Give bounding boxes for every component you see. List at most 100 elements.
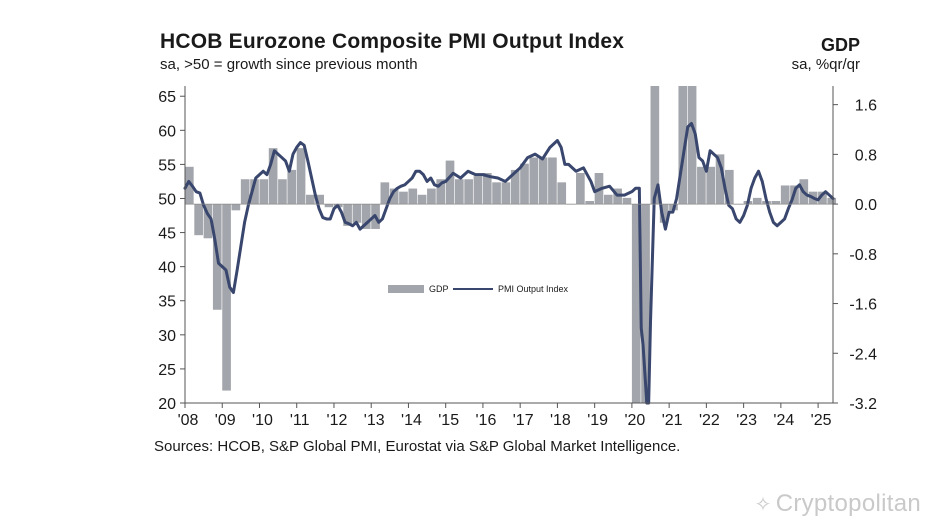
legend-pmi-label: PMI Output Index (498, 284, 569, 294)
pmi-line-group (183, 121, 835, 405)
axes: 65 60 55 50 45 40 35 30 25 20 1.6 0.8 0.0 -0.8 -1.6 -2.… (158, 86, 877, 429)
y-left-tick-label: 55 (158, 157, 176, 174)
gdp-bar (538, 157, 548, 205)
y-left-tick-label: 45 (158, 226, 176, 243)
legend-gdp-swatch (388, 285, 424, 293)
y-right-tick-label: 1.6 (855, 98, 877, 115)
gdp-bar (445, 160, 455, 205)
pmi-line (183, 121, 835, 405)
gdp-bar (548, 157, 557, 205)
y-left-tick-label: 30 (158, 328, 176, 345)
y-right-tick-label: -0.8 (849, 247, 877, 264)
sources-note: Sources: HCOB, S&P Global PMI, Eurostat … (154, 438, 681, 455)
gdp-bar (417, 194, 427, 205)
y-left-tick-label: 50 (158, 191, 176, 208)
gdp-bar (203, 204, 213, 239)
gdp-bar (250, 179, 259, 205)
gdp-bar (296, 148, 306, 205)
y-right-tick-label: 0.0 (855, 197, 877, 214)
gdp-bar (697, 166, 706, 205)
gdp-bar (818, 191, 827, 205)
y-right-tick-label: -3.2 (849, 396, 877, 413)
crypto-logo-icon: ✧ (754, 494, 772, 516)
x-tick-label: '13 (364, 412, 385, 429)
gdp-bars (185, 86, 837, 403)
y-left-tick-label: 60 (158, 123, 176, 140)
gdp-bar (427, 188, 436, 205)
y-right-tick-label: -1.6 (849, 297, 877, 314)
watermark-text: Cryptopolitan (775, 490, 921, 517)
gdp-bar (185, 166, 194, 205)
x-tick-label: '20 (624, 412, 645, 429)
x-tick-label: '10 (252, 412, 273, 429)
gdp-bar (324, 204, 334, 208)
gdp-bar (399, 191, 408, 205)
gdp-bar (520, 163, 529, 205)
gdp-bar (306, 194, 315, 205)
gdp-bar (780, 185, 790, 205)
gdp-bar (659, 204, 669, 223)
y-left-tick-label: 25 (158, 362, 176, 379)
gdp-bar (240, 179, 250, 205)
x-tick-label: '25 (811, 412, 832, 429)
gdp-bar (352, 204, 362, 223)
gdp-bar (752, 197, 762, 205)
gdp-bar (436, 179, 446, 205)
gdp-bar (389, 188, 399, 205)
gdp-bar (315, 194, 324, 205)
x-tick-label: '22 (699, 412, 720, 429)
gdp-bar (473, 176, 483, 205)
x-tick-label: '17 (513, 412, 534, 429)
gdp-bar (492, 182, 501, 205)
gdp-bar (278, 179, 287, 205)
gdp-bar (510, 169, 520, 205)
gdp-bar (287, 169, 297, 205)
gdp-bar (343, 204, 352, 226)
chart-subtitle: sa, >50 = growth since previous month (160, 56, 418, 73)
gdp-bar (259, 179, 269, 205)
chart-title: HCOB Eurozone Composite PMI Output Index (160, 30, 625, 53)
x-tick-label: '19 (587, 412, 608, 429)
gdp-bar (268, 148, 278, 205)
gdp-bar (715, 154, 725, 205)
x-tick-label: '23 (736, 412, 757, 429)
gdp-bar (603, 194, 613, 205)
gdp-bar (678, 86, 688, 205)
gdp-bar (687, 86, 697, 205)
right-axis-subtitle: sa, %qr/qr (791, 56, 860, 73)
gdp-bar (585, 200, 594, 205)
x-tick-label: '08 (178, 412, 199, 429)
gdp-bar (827, 197, 837, 205)
gdp-bar (622, 197, 632, 205)
gdp-bar (361, 204, 371, 229)
y-right-tick-label: -2.4 (849, 346, 877, 363)
x-tick-label: '21 (662, 412, 683, 429)
gdp-bar (482, 173, 492, 205)
gdp-bar (576, 173, 585, 205)
x-tick-label: '24 (773, 412, 794, 429)
gdp-bar (725, 169, 734, 205)
y-left-tick-label: 40 (158, 260, 176, 277)
gdp-bar (641, 204, 650, 403)
gdp-bar (455, 179, 464, 205)
y-right-tick-label: 0.8 (855, 147, 877, 164)
x-tick-label: '09 (215, 412, 236, 429)
gdp-bar (771, 200, 781, 205)
watermark: ✧ Cryptopolitan (755, 490, 921, 518)
legend: GDP PMI Output Index (388, 284, 569, 294)
legend-gdp-label: GDP (429, 284, 449, 294)
gdp-bar (557, 182, 567, 205)
gdp-bar (194, 204, 203, 236)
x-tick-label: '15 (438, 412, 459, 429)
gdp-bar (501, 182, 511, 205)
right-axis-title: GDP (820, 35, 860, 55)
gdp-bar (380, 182, 390, 205)
gdp-bar (631, 204, 641, 403)
x-tick-label: '18 (550, 412, 571, 429)
gdp-bar (231, 204, 241, 211)
y-left-tick-label: 65 (158, 89, 176, 106)
x-tick-label: '14 (401, 412, 422, 429)
gdp-bar (650, 86, 660, 205)
x-tick-label: '11 (290, 412, 310, 429)
